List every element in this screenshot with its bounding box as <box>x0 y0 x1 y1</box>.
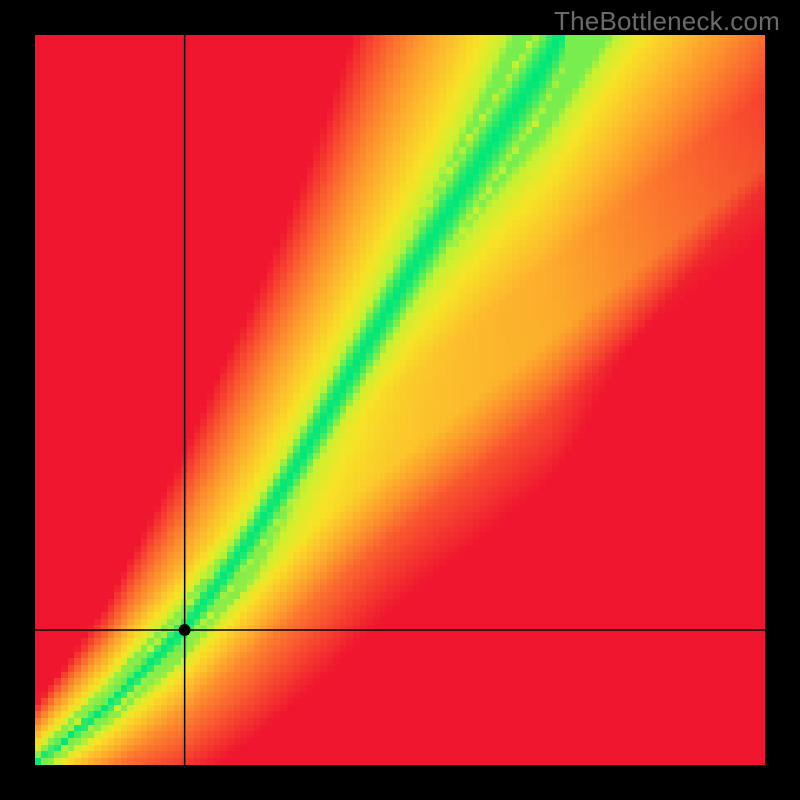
watermark-label: TheBottleneck.com <box>554 6 780 37</box>
chart-container: TheBottleneck.com <box>0 0 800 800</box>
heatmap-canvas <box>35 35 765 765</box>
heatmap-plot <box>35 35 765 765</box>
